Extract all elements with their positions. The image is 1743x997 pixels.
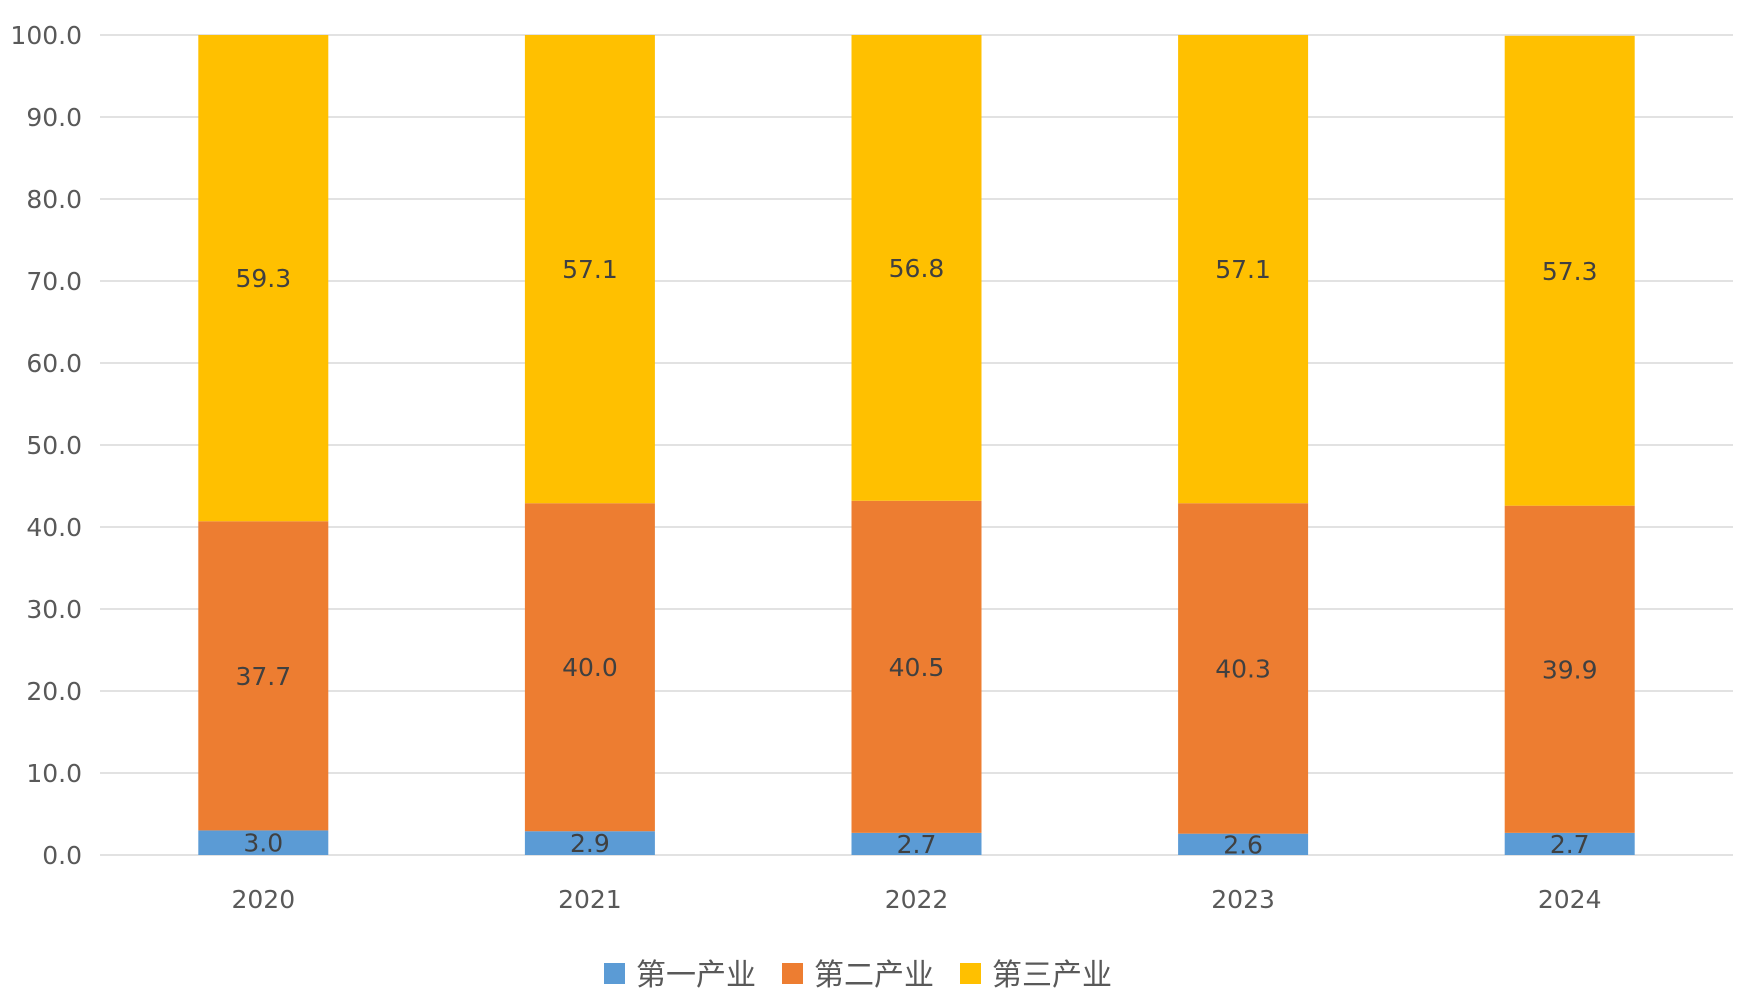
bar-segment <box>1504 505 1635 833</box>
data-label: 39.9 <box>1542 655 1598 684</box>
y-tick-label: 0.0 <box>42 841 82 870</box>
bar-segment <box>1504 832 1635 855</box>
x-tick-label: 2024 <box>1538 885 1602 914</box>
data-label: 40.3 <box>1215 654 1271 683</box>
data-label: 40.0 <box>562 653 618 682</box>
bar-segment <box>1178 503 1309 834</box>
data-label: 57.1 <box>562 255 618 284</box>
y-tick-label: 20.0 <box>26 677 82 706</box>
legend: 第一产业 第二产业 第三产业 <box>604 958 1112 993</box>
data-label: 2.7 <box>1550 830 1590 859</box>
legend-label: 第一产业 <box>636 958 756 993</box>
bar-segment <box>1178 833 1309 855</box>
bars <box>198 35 1635 855</box>
bar-segment <box>851 832 982 855</box>
y-tick-label: 90.0 <box>26 103 82 132</box>
bar-segment <box>524 35 655 504</box>
data-label: 37.7 <box>235 662 291 691</box>
bar-segment <box>198 35 329 522</box>
data-label: 3.0 <box>243 829 283 858</box>
bar-segment <box>1178 35 1309 504</box>
y-axis-ticks: 0.0 10.0 20.0 30.0 40.0 50.0 60.0 70.0 80.0 90.0 1… <box>10 21 82 870</box>
bar-segment <box>851 35 982 501</box>
legend-label: 第二产业 <box>814 958 934 993</box>
x-tick-label: 2021 <box>558 885 622 914</box>
data-label: 56.8 <box>889 254 945 283</box>
y-tick-label: 70.0 <box>26 267 82 296</box>
bar-segment <box>851 500 982 833</box>
data-labels: 3.0 37.7 59.3 2.9 40.0 57.1 2.7 40.5 56.8 2.6 40.3… <box>235 254 1597 859</box>
y-tick-label: 40.0 <box>26 513 82 542</box>
legend-swatch <box>604 963 625 984</box>
y-tick-label: 100.0 <box>10 21 82 50</box>
legend-swatch <box>960 963 981 984</box>
legend-swatch <box>782 963 803 984</box>
data-label: 2.9 <box>570 829 610 858</box>
data-label: 59.3 <box>235 264 291 293</box>
y-tick-label: 10.0 <box>26 759 82 788</box>
y-tick-label: 30.0 <box>26 595 82 624</box>
y-tick-label: 50.0 <box>26 431 82 460</box>
legend-label: 第三产业 <box>992 958 1112 993</box>
y-tick-label: 80.0 <box>26 185 82 214</box>
x-axis-ticks: 2020 2021 2022 2023 2024 <box>231 885 1601 914</box>
data-label: 57.1 <box>1215 255 1271 284</box>
bar-segment <box>524 503 655 832</box>
data-label: 57.3 <box>1542 257 1598 286</box>
bar-segment <box>524 831 655 855</box>
bar-segment <box>198 521 329 831</box>
x-tick-label: 2020 <box>231 885 295 914</box>
data-label: 40.5 <box>889 653 945 682</box>
bar-segment <box>198 830 329 855</box>
x-tick-label: 2023 <box>1211 885 1275 914</box>
x-tick-label: 2022 <box>885 885 949 914</box>
data-label: 2.6 <box>1223 830 1263 859</box>
data-label: 2.7 <box>897 830 937 859</box>
bar-segment <box>1504 35 1635 506</box>
y-tick-label: 60.0 <box>26 349 82 378</box>
